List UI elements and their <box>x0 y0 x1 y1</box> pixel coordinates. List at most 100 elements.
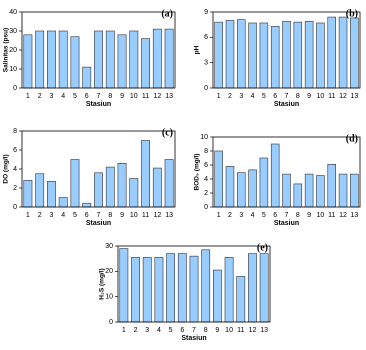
x-tick-label: 10 <box>225 327 233 334</box>
x-tick-label: 8 <box>108 93 112 100</box>
x-tick-label: 7 <box>285 212 289 219</box>
x-tick-label: 7 <box>97 212 101 219</box>
bar <box>164 28 174 89</box>
bar <box>119 248 129 323</box>
y-tick-label: 0 <box>204 204 208 211</box>
x-axis-label: Stasiun <box>86 101 111 108</box>
y-tick-label: 10 <box>200 134 208 141</box>
bar <box>47 181 56 208</box>
x-tick-label: 1 <box>26 93 30 100</box>
y-tick-label: 8 <box>13 128 17 135</box>
y-tick-label: 2 <box>13 185 17 192</box>
plot-frame <box>212 136 361 208</box>
x-axis-label: Stasiun <box>86 220 111 227</box>
x-tick-label: 13 <box>260 327 268 334</box>
x-tick-label: 9 <box>120 93 124 100</box>
bar <box>47 30 56 89</box>
plot-frame <box>21 130 176 208</box>
bar <box>316 175 325 208</box>
bar <box>35 30 45 89</box>
bar <box>154 257 164 323</box>
bar <box>94 172 103 208</box>
y-axis-label: H₂S (mg/l) <box>99 268 106 299</box>
bar <box>338 16 348 89</box>
x-tick-label: 1 <box>217 93 221 100</box>
x-tick-label: 2 <box>38 212 42 219</box>
x-tick-label: 4 <box>157 327 161 334</box>
bar <box>58 30 68 89</box>
x-tick-label: 13 <box>165 212 173 219</box>
y-tick-label: 20 <box>105 268 113 275</box>
panel-label: (a) <box>161 8 173 19</box>
x-tick-label: 2 <box>228 93 232 100</box>
x-tick-label: 11 <box>237 327 244 334</box>
bar <box>105 30 115 89</box>
y-tick-label: 30 <box>105 243 113 250</box>
panel-label: (e) <box>257 242 268 253</box>
bar <box>259 253 269 323</box>
x-tick-label: 12 <box>153 212 161 219</box>
bar <box>23 34 33 89</box>
x-tick-label: 3 <box>239 93 243 100</box>
bar <box>350 17 359 89</box>
y-axis-label: DO (mg/l) <box>3 154 10 183</box>
bar <box>236 276 246 323</box>
y-tick-label: 8 <box>204 148 208 155</box>
x-tick-label: 6 <box>273 212 277 219</box>
x-tick-label: 11 <box>142 212 149 219</box>
bar <box>214 150 223 208</box>
plot-frame <box>117 245 271 323</box>
x-tick-label: 2 <box>38 93 42 100</box>
bar <box>224 257 234 323</box>
x-tick-label: 8 <box>296 212 300 219</box>
bar <box>293 21 303 89</box>
bar <box>82 66 92 89</box>
x-tick-label: 11 <box>142 93 149 100</box>
bar <box>164 159 174 208</box>
bar <box>177 253 187 323</box>
x-tick-label: 6 <box>273 93 277 100</box>
x-tick-label: 5 <box>169 327 173 334</box>
x-tick-label: 8 <box>204 327 208 334</box>
bar <box>225 166 235 208</box>
bar <box>94 30 103 89</box>
bar <box>189 255 199 323</box>
x-tick-label: 8 <box>296 93 300 100</box>
x-tick-label: 12 <box>339 212 347 219</box>
bar <box>225 20 235 89</box>
bar <box>304 20 314 89</box>
x-tick-label: 10 <box>130 93 138 100</box>
x-tick-label: 11 <box>328 93 335 100</box>
x-tick-label: 8 <box>108 212 112 219</box>
x-tick-label: 3 <box>145 327 149 334</box>
x-tick-label: 6 <box>85 212 89 219</box>
x-tick-label: 3 <box>49 212 53 219</box>
x-tick-label: 6 <box>180 327 184 334</box>
y-tick-label: 10 <box>105 294 113 301</box>
x-tick-label: 7 <box>192 327 196 334</box>
x-tick-label: 13 <box>165 93 173 100</box>
x-axis-label: Stasiun <box>274 220 299 227</box>
y-tick-label: 10 <box>9 66 17 73</box>
x-tick-label: 13 <box>350 212 358 219</box>
x-tick-label: 10 <box>130 212 138 219</box>
x-tick-label: 1 <box>122 327 126 334</box>
bar <box>117 163 127 208</box>
bar <box>212 269 222 323</box>
x-axis-label: Stasiun <box>274 101 299 108</box>
y-axis-label: Salinitas (psu) <box>3 28 10 72</box>
bar <box>70 159 80 208</box>
bar <box>129 178 139 208</box>
x-tick-label: 4 <box>61 212 65 219</box>
bar <box>201 249 211 323</box>
bar <box>166 253 176 323</box>
bar <box>259 22 269 89</box>
bar <box>293 183 303 208</box>
y-tick-label: 6 <box>13 147 17 154</box>
x-tick-label: 4 <box>251 212 255 219</box>
bar <box>259 157 269 208</box>
x-tick-label: 5 <box>73 212 77 219</box>
y-tick-label: 0 <box>204 85 208 92</box>
x-tick-label: 10 <box>317 93 325 100</box>
x-tick-label: 12 <box>153 93 161 100</box>
